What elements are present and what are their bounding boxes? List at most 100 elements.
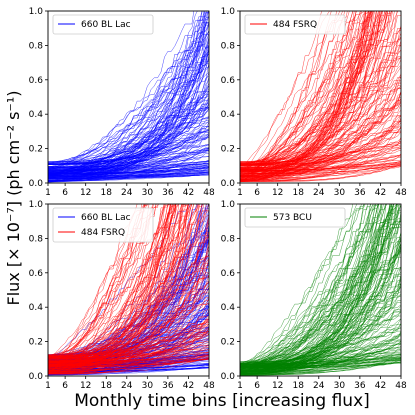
x-tick-label: 36 <box>354 381 366 391</box>
flux-curve <box>240 11 383 177</box>
flux-curve <box>48 204 192 358</box>
flux-curve <box>48 11 195 176</box>
flux-curve <box>48 320 209 356</box>
x-tick-label: 36 <box>354 188 366 198</box>
flux-curve <box>48 284 209 370</box>
flux-curve <box>240 11 372 171</box>
x-tick-label: 6 <box>62 188 68 198</box>
flux-curve <box>240 204 394 368</box>
x-tick-label: 18 <box>101 188 113 198</box>
y-tick-label: 0.8 <box>221 234 236 244</box>
flux-curve <box>48 204 157 357</box>
flux-curve <box>48 204 173 363</box>
flux-curve <box>48 171 209 177</box>
flux-curve <box>240 11 354 169</box>
series-0 <box>240 11 401 183</box>
flux-curve <box>48 255 209 361</box>
y-axis-label: Flux [× 10⁻⁷] (ph cm⁻² s⁻¹) <box>4 90 23 305</box>
flux-curve <box>48 172 209 178</box>
flux-curve <box>240 11 369 166</box>
x-tick-label: 18 <box>293 188 305 198</box>
axes-frame <box>47 10 210 184</box>
x-tick-label: 42 <box>183 188 194 198</box>
axes-frame <box>239 10 402 184</box>
legend-label: 660 BL Lac <box>81 20 131 30</box>
y-tick-label: 0.2 <box>221 338 235 348</box>
series-0 <box>48 11 209 183</box>
flux-curve <box>240 11 390 164</box>
flux-curve <box>240 100 401 171</box>
flux-curve <box>48 204 147 372</box>
flux-curve <box>240 11 369 177</box>
flux-curve <box>240 165 401 173</box>
x-tick-label: 36 <box>162 188 174 198</box>
flux-curve <box>48 204 209 357</box>
lines-top-right <box>240 11 401 183</box>
flux-curve <box>48 92 209 168</box>
flux-curve <box>48 30 209 171</box>
x-tick-label: 48 <box>395 188 407 198</box>
flux-curve <box>240 204 387 376</box>
flux-curve <box>240 92 401 182</box>
panel-bottom-left: 1 6 12 18 24 30 36 42 48 0.0 0.2 0.4 0.6 0.8 1.0 660 BL… <box>29 200 215 391</box>
flux-curve <box>48 204 144 372</box>
series-1 <box>48 204 209 376</box>
flux-curve <box>240 11 379 169</box>
flux-curve <box>240 11 366 180</box>
legend-label: 484 FSRQ <box>81 228 125 238</box>
flux-curve <box>240 204 384 364</box>
flux-curve <box>240 11 373 162</box>
lines-top-left <box>48 11 209 183</box>
flux-curve <box>240 11 344 182</box>
x-tick-label: 30 <box>142 381 154 391</box>
flux-curve <box>48 204 149 372</box>
lines-bottom-right <box>240 204 401 376</box>
flux-curve <box>48 173 209 179</box>
flux-curve <box>240 245 401 365</box>
panel-bottom-right: 1 6 12 18 24 30 36 42 48 0.0 0.2 0.4 0.6 0.8 1.0 573 BC… <box>221 200 407 391</box>
y-tick-label: 0.2 <box>29 338 43 348</box>
x-tick-label: 12 <box>272 381 283 391</box>
x-tick-label: 12 <box>80 188 91 198</box>
flux-curve <box>240 204 393 368</box>
flux-curve <box>48 146 209 182</box>
flux-curve <box>48 204 175 372</box>
y-tick-label: 0.8 <box>29 234 44 244</box>
flux-curve <box>240 227 401 367</box>
x-tick-label: 6 <box>254 381 260 391</box>
flux-curve <box>240 166 401 182</box>
flux-curve <box>240 165 401 183</box>
flux-curve <box>240 11 375 169</box>
flux-curve <box>48 144 209 175</box>
flux-curve <box>240 11 372 179</box>
x-tick-label: 18 <box>293 381 305 391</box>
legend-bottom-right: 573 BCU <box>244 207 346 228</box>
flux-curve <box>48 204 145 368</box>
flux-curve <box>48 274 209 370</box>
y-tick-label: 1.0 <box>221 7 236 17</box>
flux-curve <box>48 48 209 174</box>
y-tick-label: 1.0 <box>221 200 236 210</box>
flux-curve <box>240 204 380 371</box>
flux-curve <box>48 204 171 360</box>
flux-curve <box>48 164 209 173</box>
legend-label: 660 BL Lac <box>81 213 131 223</box>
flux-curve <box>48 204 188 358</box>
legend-top-right: 484 FSRQ <box>244 14 346 35</box>
flux-curve <box>48 318 209 359</box>
flux-curve <box>48 204 172 357</box>
flux-curve <box>48 130 209 176</box>
flux-curve <box>240 204 372 375</box>
flux-curve <box>48 117 209 176</box>
flux-curve <box>240 281 401 367</box>
flux-curve <box>48 204 177 360</box>
flux-curve <box>48 159 209 176</box>
y-tick-label: 0.6 <box>29 76 44 86</box>
x-tick-label: 24 <box>121 188 133 198</box>
flux-curve <box>240 275 401 371</box>
axes-frame <box>47 203 210 377</box>
flux-curve <box>240 11 357 177</box>
x-tick-label: 42 <box>375 381 386 391</box>
flux-curve <box>48 354 209 364</box>
